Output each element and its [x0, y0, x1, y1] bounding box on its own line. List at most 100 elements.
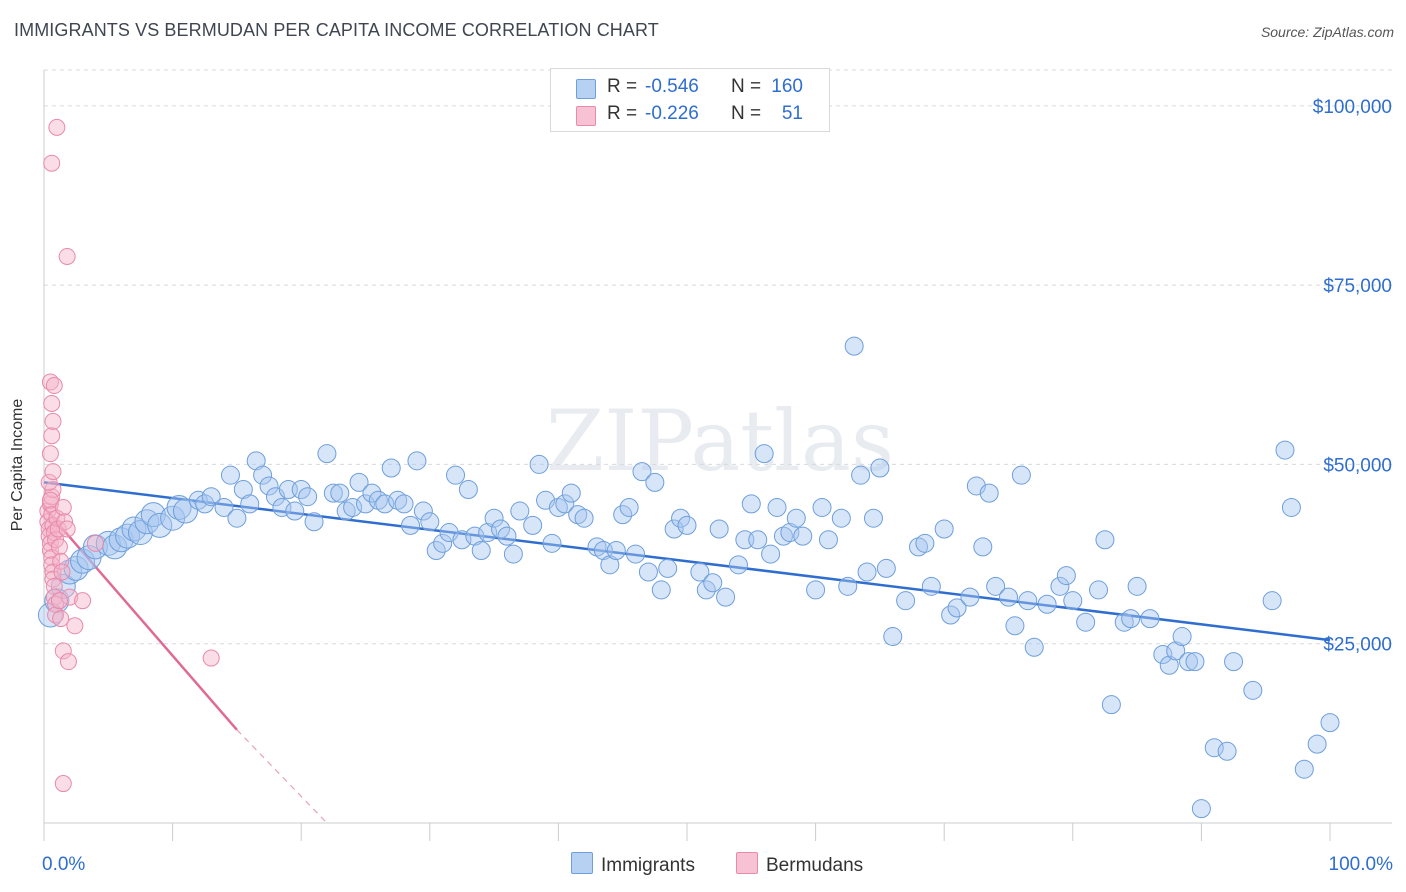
immigrants-point: [1185, 652, 1205, 672]
immigrants-point: [478, 523, 498, 543]
immigrants-point: [1101, 695, 1121, 715]
legend-swatch-bermudans: [576, 106, 596, 126]
immigrants-point: [285, 501, 305, 521]
bermudans-point: [66, 617, 84, 635]
immigrants-point: [388, 490, 408, 510]
immigrants-point: [172, 498, 198, 524]
immigrants-point: [407, 451, 427, 471]
immigrants-point: [1179, 652, 1199, 672]
correlation-legend: R = -0.546 N = 160 R = -0.226 N = 51: [550, 68, 830, 132]
bermudans-point: [43, 427, 61, 445]
immigrants-point: [401, 515, 421, 535]
immigrants-point: [1114, 612, 1134, 632]
immigrants-trend-line: [43, 481, 1331, 642]
immigrants-point: [1224, 652, 1244, 672]
immigrants-point: [240, 494, 260, 514]
bottom-swatch-immigrants: [571, 852, 593, 874]
immigrants-point: [863, 508, 883, 528]
immigrants-point: [1172, 627, 1192, 647]
bermudans-point: [40, 473, 58, 491]
immigrants-point: [452, 530, 472, 550]
immigrants-point: [999, 587, 1018, 607]
immigrants-point: [619, 497, 639, 517]
axes: [43, 70, 1392, 841]
bermudans-point: [43, 394, 61, 412]
immigrants-point: [121, 516, 147, 542]
immigrants-point: [857, 562, 877, 582]
n-value-bermudans: 51: [781, 103, 803, 124]
immigrants-point: [220, 465, 240, 485]
immigrants-point: [529, 454, 549, 474]
immigrants-point: [1281, 497, 1301, 517]
bermudans-point: [41, 495, 59, 513]
bermudans-point: [54, 775, 72, 793]
immigrants-point: [201, 487, 221, 507]
immigrants-point: [291, 480, 311, 500]
immigrants-point: [947, 598, 967, 618]
immigrants-point: [108, 527, 134, 553]
immigrants-point: [1217, 741, 1237, 761]
bermudans-point: [45, 377, 63, 395]
immigrants-point: [1320, 713, 1340, 733]
bermudans-point: [202, 649, 220, 667]
immigrants-point: [741, 494, 761, 514]
watermark: ZIPatlas: [546, 392, 894, 490]
bermudans-point: [48, 118, 66, 136]
bermudans-point: [74, 592, 92, 610]
immigrants-point: [941, 605, 961, 625]
immigrants-point: [677, 515, 697, 535]
immigrants-point: [503, 544, 523, 564]
bottom-legend-label: Immigrants: [601, 855, 695, 876]
bermudans-point: [54, 498, 72, 516]
y-tick-label: $75,000: [1323, 276, 1392, 297]
immigrants-point: [831, 508, 851, 528]
y-tick-label: $50,000: [1323, 455, 1392, 476]
bermudans-point: [53, 563, 71, 581]
r-value-bermudans: -0.226: [645, 103, 699, 124]
bermudans-point: [52, 552, 70, 570]
immigrants-point: [638, 562, 658, 582]
data-points: [37, 118, 1340, 819]
immigrants-point: [876, 558, 896, 578]
bermudans-point: [58, 520, 76, 538]
immigrants-point: [413, 501, 433, 521]
immigrants-point: [1166, 641, 1186, 661]
immigrants-point: [883, 627, 903, 647]
legend-swatch-immigrants: [576, 79, 596, 99]
immigrants-point: [561, 483, 581, 503]
immigrants-point: [812, 497, 832, 517]
immigrants-point: [304, 512, 324, 532]
legend-row-immigrants: R = -0.546 N = 160: [551, 74, 829, 100]
bermudans-point: [52, 610, 70, 628]
immigrants-point: [166, 494, 192, 520]
immigrants-point: [1005, 616, 1025, 636]
immigrants-point: [767, 497, 787, 517]
immigrants-point: [298, 487, 318, 507]
legend-row-bermudans: R = -0.226 N = 51: [551, 101, 829, 127]
immigrants-point: [1056, 566, 1076, 586]
immigrants-point: [70, 548, 96, 574]
immigrants-point: [1121, 609, 1141, 629]
bottom-legend-immigrants: Immigrants: [571, 852, 695, 877]
bermudans-point: [44, 412, 62, 430]
bermudans-point: [44, 570, 62, 588]
trend-lines: [43, 481, 1331, 824]
immigrants-point: [542, 533, 562, 553]
immigrants-point: [147, 512, 173, 538]
immigrants-point: [748, 530, 768, 550]
immigrants-point: [818, 530, 838, 550]
immigrants-point: [1275, 440, 1295, 460]
immigrants-point: [214, 497, 234, 517]
immigrants-point: [381, 458, 401, 478]
immigrants-point: [548, 497, 568, 517]
x-tick-label-min: 0.0%: [42, 854, 85, 875]
immigrants-point: [426, 540, 446, 560]
immigrants-point: [246, 451, 266, 471]
immigrants-point: [671, 508, 691, 528]
immigrants-point: [703, 573, 723, 593]
immigrants-point: [632, 462, 652, 482]
immigrants-point: [1037, 594, 1057, 614]
immigrants-point: [870, 458, 890, 478]
immigrants-point: [568, 505, 588, 525]
